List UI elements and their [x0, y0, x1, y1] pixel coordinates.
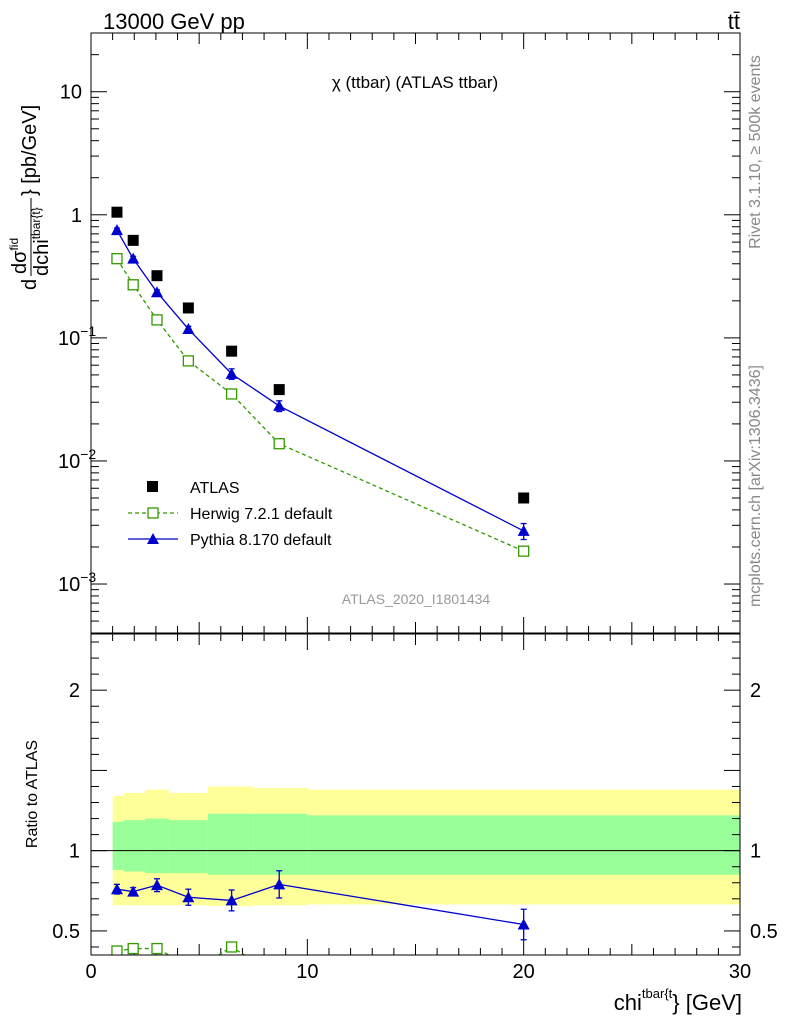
- legend: ATLAS Herwig 7.2.1 default Pythia 8.170 …: [128, 480, 333, 549]
- main-point-0-0: [111, 206, 123, 218]
- ratio-panel: 0.5 0.5 1 1 2 2 0 10 20 30 Ratio to ATLAS chitba…: [24, 633, 778, 1015]
- main-point-1-5: [273, 438, 285, 450]
- ratio-y-tick-label-left: 2: [69, 680, 80, 702]
- ratio-point-0-3: [182, 891, 195, 903]
- ylabel-unit: } [pb/GeV]: [19, 105, 41, 196]
- main-point-1-2: [151, 314, 163, 326]
- ratio-point-1-0: [111, 945, 123, 955]
- ratio-point-1-3: [225, 941, 238, 953]
- main-point-0-2: [151, 270, 163, 282]
- main-point-1-3: [182, 355, 195, 367]
- legend-entry-herwig: Herwig 7.2.1 default: [128, 506, 333, 523]
- ratio-y-label: Ratio to ATLAS: [24, 740, 41, 848]
- ratio-point-0-2: [150, 879, 163, 891]
- band-stat-uncertainty-3: [168, 820, 208, 874]
- ratio-plot-frame: [90, 633, 741, 956]
- legend-entry-atlas: ATLAS: [147, 480, 240, 497]
- ratio-x-tick-label: 20: [513, 961, 535, 983]
- ratio-x-tick-labels: 0 10 20 30: [85, 961, 751, 983]
- main-point-2-0: [110, 224, 123, 236]
- ratio-point-1-1: [127, 942, 139, 955]
- main-y-tick-label: 10−3: [58, 569, 96, 596]
- ratio-y-tick-labels: 0.5 0.5 1 1 2 2: [52, 680, 778, 943]
- main-point-1-0: [111, 253, 123, 265]
- ratio-point-0-0: [110, 883, 123, 895]
- main-y-tick-labels: 10 1 10−1 10−2 10−3: [58, 82, 96, 596]
- ratio-y-tick-label-right: 2: [750, 680, 761, 702]
- band-stat-uncertainty-6: [307, 815, 740, 875]
- main-point-1-6: [518, 545, 530, 557]
- ratio-series-markers: [110, 870, 530, 955]
- main-series-lines: [116, 229, 524, 552]
- ratio-series-line-1-0: [116, 947, 170, 955]
- ratio-point-1-2: [151, 942, 163, 955]
- ratio-point-0-4: [225, 894, 238, 906]
- side-label-top: Rivet 3.1.10, ≥ 500k events: [747, 55, 764, 249]
- band-stat-uncertainty-5: [253, 813, 308, 875]
- ylabel-den: dchitbar{t}: [29, 207, 53, 276]
- process-label: tt̄: [728, 9, 740, 34]
- ratio-y-tick-label-right: 0.5: [750, 921, 778, 943]
- main-point-1-1: [127, 279, 139, 291]
- main-axis-ticks: [90, 32, 741, 634]
- side-label-bottom: mcplots.cern.ch [arXiv:1306.3436]: [747, 365, 764, 607]
- energy-label: 13000 GeV pp: [103, 9, 245, 34]
- main-y-label: d dσfid dchitbar{t} } [pb/GeV]: [7, 105, 53, 290]
- ratio-x-tick-label: 0: [85, 961, 96, 983]
- main-y-tick-label: 10−2: [58, 446, 96, 473]
- main-point-0-3: [182, 302, 194, 314]
- main-point-0-5: [273, 384, 285, 396]
- ratio-y-tick-label-left: 0.5: [52, 921, 80, 943]
- svg-text:Herwig 7.2.1 default: Herwig 7.2.1 default: [190, 506, 333, 523]
- main-point-2-2: [150, 286, 163, 298]
- main-point-2-6: [517, 524, 530, 536]
- ratio-point-0-6: [517, 918, 530, 930]
- legend-entry-pythia: Pythia 8.170 default: [128, 532, 332, 549]
- main-y-tick-label: 1: [71, 205, 82, 227]
- ratio-x-tick-label: 30: [729, 961, 751, 983]
- main-y-tick-label: 10: [60, 82, 82, 104]
- band-stat-uncertainty-4: [207, 813, 254, 875]
- main-point-0-1: [127, 234, 139, 246]
- main-point-2-5: [273, 399, 286, 411]
- band-stat-uncertainty-1: [123, 820, 146, 872]
- band-stat-uncertainty-0: [112, 821, 124, 870]
- main-y-tick-label: 10−1: [58, 323, 96, 350]
- main-point-2-4: [225, 367, 238, 379]
- ylabel-d: d: [19, 279, 41, 290]
- ratio-point-0-5: [273, 878, 286, 890]
- main-point-0-4: [226, 345, 238, 357]
- main-plot-frame: [90, 32, 741, 634]
- main-title: χ (ttbar) (ATLAS ttbar): [332, 73, 498, 92]
- analysis-label: ATLAS_2020_I1801434: [342, 591, 491, 607]
- ratio-uncertainty-bands: [112, 786, 740, 907]
- ratio-x-label: chitbar{t} [GeV]: [614, 986, 742, 1015]
- ratio-y-tick-label-left: 1: [69, 841, 80, 863]
- main-series-line-2: [116, 229, 524, 532]
- main-point-0-6: [518, 492, 530, 504]
- main-point-2-1: [127, 252, 140, 264]
- main-point-1-4: [225, 388, 238, 400]
- svg-text:Pythia 8.170 default: Pythia 8.170 default: [190, 532, 332, 549]
- main-point-2-3: [182, 323, 195, 335]
- ylabel-num: dσfid: [7, 238, 31, 274]
- main-series-markers: [110, 206, 530, 557]
- band-stat-uncertainty-2: [145, 818, 169, 874]
- ratio-x-tick-label: 10: [296, 961, 318, 983]
- ratio-y-tick-label-right: 1: [750, 841, 761, 863]
- ratio-point-0-1: [127, 885, 140, 897]
- svg-text:ATLAS: ATLAS: [190, 480, 240, 497]
